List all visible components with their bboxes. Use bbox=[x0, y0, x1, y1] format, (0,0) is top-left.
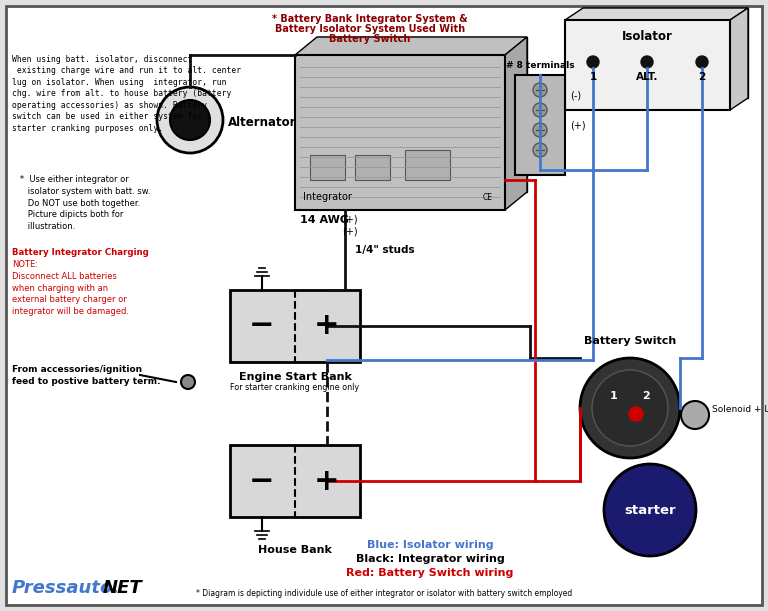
Text: Pressauto.: Pressauto. bbox=[12, 579, 121, 597]
Circle shape bbox=[629, 407, 643, 421]
FancyBboxPatch shape bbox=[310, 155, 345, 180]
Text: 2: 2 bbox=[642, 391, 650, 401]
Text: NET: NET bbox=[103, 579, 143, 597]
Text: *  Use either integrator or
      isolator system with batt. sw.
      Do NOT us: * Use either integrator or isolator syst… bbox=[12, 175, 151, 231]
Text: (+): (+) bbox=[570, 120, 586, 130]
Text: Engine Start Bank: Engine Start Bank bbox=[239, 372, 352, 382]
Circle shape bbox=[533, 123, 547, 137]
FancyBboxPatch shape bbox=[230, 290, 360, 362]
Text: −: − bbox=[250, 467, 275, 496]
FancyBboxPatch shape bbox=[230, 445, 360, 517]
FancyBboxPatch shape bbox=[355, 155, 390, 180]
Text: Red: Battery Switch wiring: Red: Battery Switch wiring bbox=[346, 568, 514, 578]
Polygon shape bbox=[565, 8, 748, 20]
Text: Integrator: Integrator bbox=[303, 192, 352, 202]
Polygon shape bbox=[730, 8, 748, 110]
Circle shape bbox=[533, 103, 547, 117]
Text: For starter cranking engine only: For starter cranking engine only bbox=[230, 383, 359, 392]
Text: 1: 1 bbox=[589, 72, 597, 82]
Text: From accessories/ignition
feed to postive battery term.: From accessories/ignition feed to postiv… bbox=[12, 365, 161, 386]
Text: ALT.: ALT. bbox=[636, 72, 658, 82]
Text: When using batt. isolator, disconnect
 existing charge wire and run it to alt. c: When using batt. isolator, disconnect ex… bbox=[12, 55, 241, 133]
Circle shape bbox=[170, 100, 210, 140]
Text: NOTE:
Disconnect ALL batteries
when charging with an
external battery charger or: NOTE: Disconnect ALL batteries when char… bbox=[12, 260, 129, 316]
Text: Solenoid + Lug: Solenoid + Lug bbox=[712, 406, 768, 414]
Text: (+): (+) bbox=[343, 227, 358, 237]
Text: (-): (-) bbox=[570, 90, 581, 100]
Text: CE: CE bbox=[483, 193, 493, 202]
FancyBboxPatch shape bbox=[295, 55, 505, 210]
Polygon shape bbox=[583, 8, 748, 98]
Circle shape bbox=[681, 401, 709, 429]
Text: 14 AWG: 14 AWG bbox=[300, 215, 349, 225]
Text: Black: Integrator wiring: Black: Integrator wiring bbox=[356, 554, 505, 564]
Circle shape bbox=[696, 56, 708, 68]
Text: * Battery Bank Integrator System &: * Battery Bank Integrator System & bbox=[272, 14, 468, 24]
Circle shape bbox=[181, 375, 195, 389]
Text: Battery Isolator System Used With: Battery Isolator System Used With bbox=[275, 24, 465, 34]
Text: +: + bbox=[314, 467, 339, 496]
FancyBboxPatch shape bbox=[565, 20, 730, 110]
Circle shape bbox=[587, 56, 599, 68]
Text: 1: 1 bbox=[610, 391, 618, 401]
Text: Blue: Isolator wiring: Blue: Isolator wiring bbox=[366, 540, 493, 550]
FancyBboxPatch shape bbox=[515, 75, 565, 175]
Text: Battery Switch: Battery Switch bbox=[329, 34, 411, 44]
Circle shape bbox=[641, 56, 653, 68]
Text: # 8 terminals: # 8 terminals bbox=[505, 61, 574, 70]
Circle shape bbox=[580, 358, 680, 458]
Text: Battery Integrator Charging: Battery Integrator Charging bbox=[12, 248, 149, 257]
FancyBboxPatch shape bbox=[405, 150, 450, 180]
Text: +: + bbox=[314, 312, 339, 340]
Circle shape bbox=[157, 87, 223, 153]
Text: (+): (+) bbox=[343, 215, 358, 225]
Text: 1/4" studs: 1/4" studs bbox=[355, 245, 415, 255]
Circle shape bbox=[533, 143, 547, 157]
Text: starter: starter bbox=[624, 503, 676, 516]
Polygon shape bbox=[505, 37, 527, 210]
Polygon shape bbox=[317, 37, 527, 192]
Circle shape bbox=[604, 464, 696, 556]
Circle shape bbox=[592, 370, 668, 446]
Polygon shape bbox=[295, 37, 527, 55]
Text: Alternator: Alternator bbox=[228, 117, 296, 130]
Text: −: − bbox=[250, 312, 275, 340]
Text: Isolator: Isolator bbox=[622, 30, 673, 43]
Text: Battery Switch: Battery Switch bbox=[584, 336, 676, 346]
Text: * Diagram is depicting individule use of either integrator or isolator with batt: * Diagram is depicting individule use of… bbox=[196, 589, 572, 598]
Circle shape bbox=[533, 83, 547, 97]
FancyBboxPatch shape bbox=[6, 6, 762, 605]
Text: House Bank: House Bank bbox=[258, 545, 332, 555]
Text: 2: 2 bbox=[698, 72, 706, 82]
